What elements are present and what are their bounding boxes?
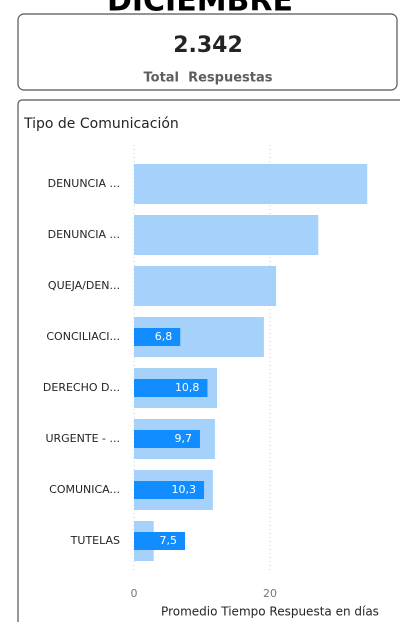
y-tick-label: DENUNCIA ...: [48, 228, 120, 241]
x-tick-label: 20: [263, 587, 277, 600]
bar: [134, 266, 277, 306]
bar: [134, 430, 200, 448]
x-tick-label: 0: [131, 587, 138, 600]
y-tick-label: DERECHO D...: [43, 381, 120, 394]
bar: [134, 379, 208, 397]
x-axis-title: Promedio Tiempo Respuesta en días: [161, 605, 379, 619]
card-value: 2.342: [173, 33, 243, 58]
y-tick-label: COMUNICA...: [49, 483, 120, 496]
y-tick-label: QUEJA/DEN...: [48, 279, 120, 292]
y-tick-label: URGENTE - ...: [45, 432, 120, 445]
data-label: 9,7: [174, 432, 192, 445]
y-tick-label: CONCILIACI...: [46, 330, 120, 343]
card: [17, 13, 398, 91]
data-label: 7,5: [160, 534, 178, 547]
y-tick-label: TUTELAS: [70, 534, 120, 547]
data-label: 10,8: [175, 381, 200, 394]
bar: [134, 532, 185, 550]
data-label: 10,3: [172, 483, 197, 496]
bar: [134, 164, 368, 204]
bar: [134, 481, 205, 499]
bar: [134, 328, 181, 346]
y-tick-label: DENUNCIA ...: [48, 177, 120, 190]
chart-title: Tipo de Comunicación: [23, 116, 179, 132]
data-label: 6,8: [155, 330, 173, 343]
bar: [134, 215, 319, 255]
card-label: Total Respuestas: [144, 71, 273, 86]
